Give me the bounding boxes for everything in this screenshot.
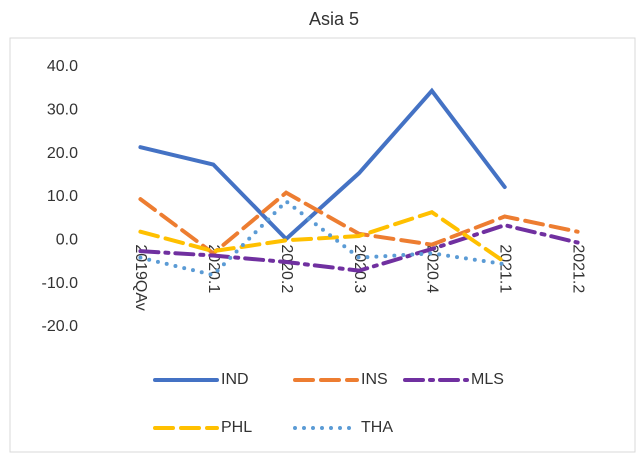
y-tick-label: 20.0: [47, 145, 78, 162]
legend-label: MLS: [471, 371, 504, 388]
x-tick-label: 2020.4: [424, 244, 441, 293]
x-tick-label: 2020.2: [278, 244, 295, 293]
y-tick-label: 10.0: [47, 188, 78, 205]
y-tick-label: 0.0: [56, 232, 78, 249]
y-tick-label: -10.0: [42, 275, 79, 292]
y-tick-label: 30.0: [47, 102, 78, 119]
y-tick-label: -20.0: [42, 318, 79, 335]
chart-title: Asia 5: [309, 9, 359, 29]
x-tick-label: 2021.1: [496, 244, 513, 293]
legend-label: INS: [361, 371, 388, 388]
series-line: [138, 190, 580, 256]
legend-label: PHL: [221, 419, 252, 436]
legend-label: IND: [221, 371, 249, 388]
y-tick-label: 40.0: [47, 58, 78, 75]
chart-border: [9, 37, 636, 453]
series-line: [138, 209, 507, 264]
x-tick-label: 2019QAv: [132, 244, 149, 310]
x-tick-label: 2021.2: [569, 244, 586, 293]
legend-label: THA: [361, 419, 393, 436]
series-line: [138, 198, 507, 278]
series-line: [138, 87, 507, 242]
series-line: [138, 223, 580, 273]
